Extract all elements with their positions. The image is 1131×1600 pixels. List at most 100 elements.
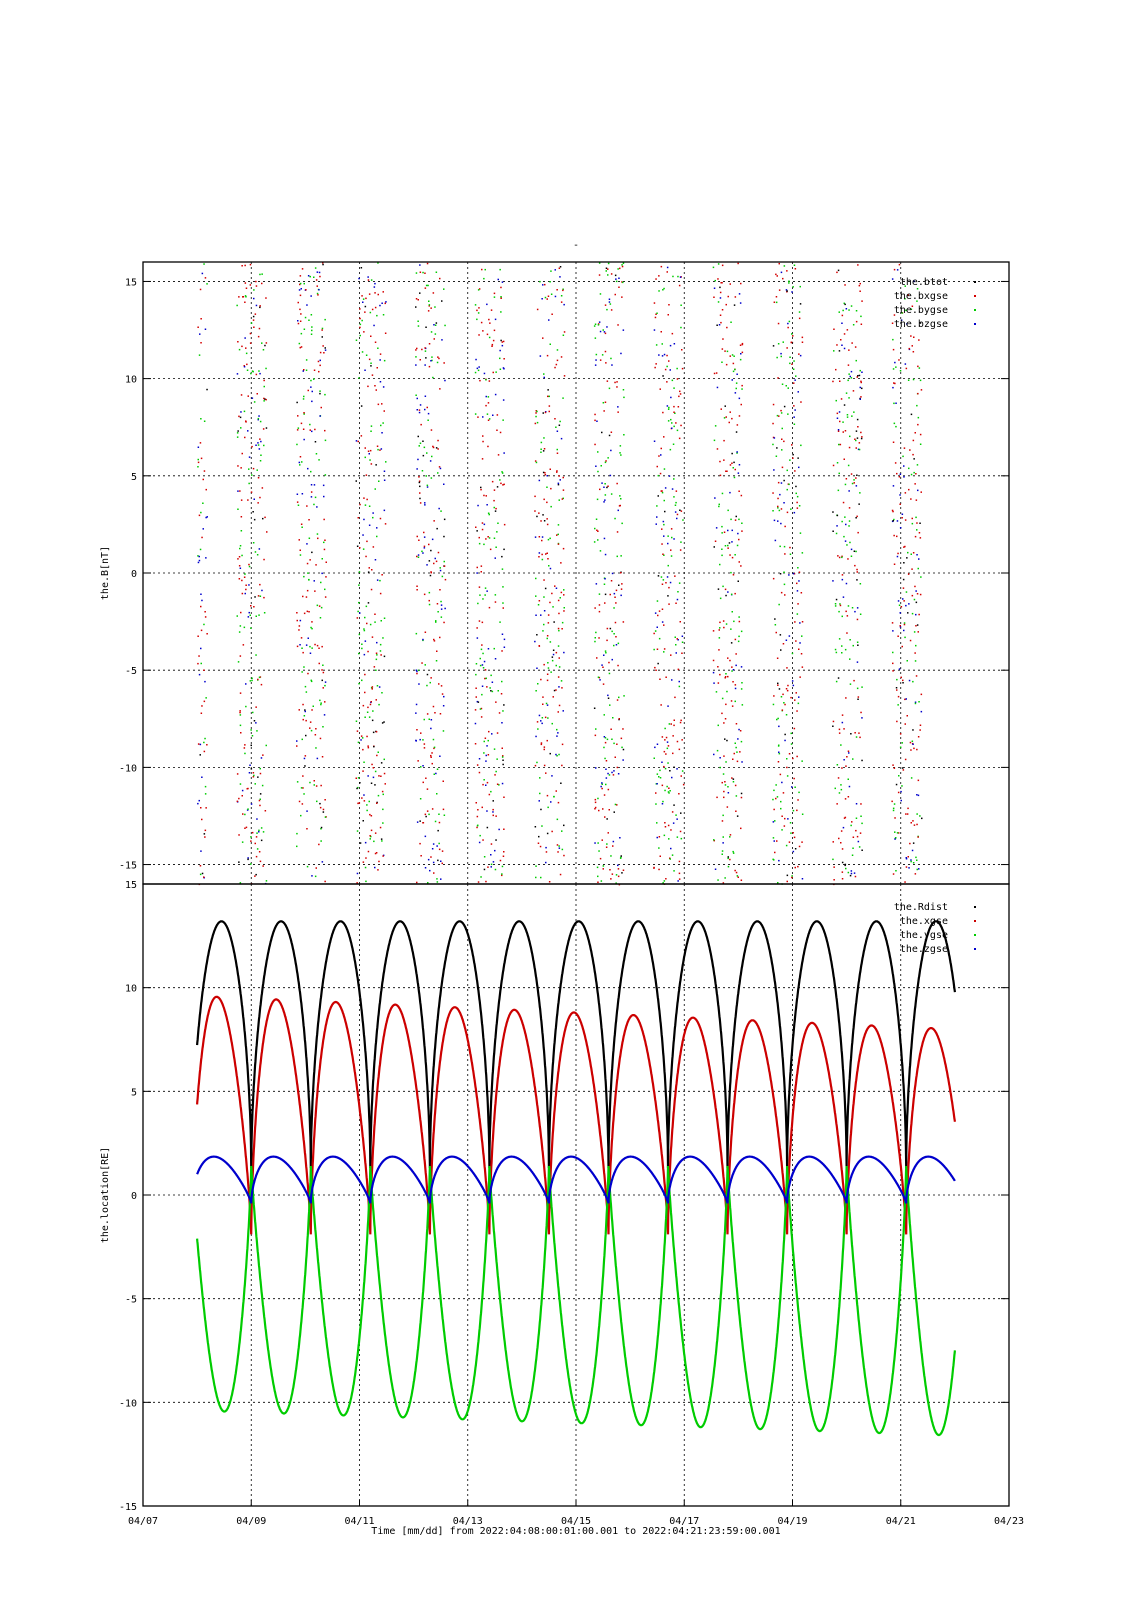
field-point [675, 644, 677, 646]
field-point [474, 709, 477, 711]
field-point [717, 724, 719, 727]
field-point [438, 813, 440, 815]
field-point [488, 336, 491, 339]
field-point [198, 354, 201, 356]
field-point [431, 752, 433, 754]
field-point [439, 589, 441, 591]
field-point [537, 683, 539, 685]
field-point [443, 535, 445, 538]
field-point [426, 452, 428, 454]
field-point [780, 800, 782, 803]
field-point [610, 449, 612, 452]
field-point [794, 379, 796, 381]
field-point [622, 389, 625, 391]
field-point [722, 338, 724, 340]
field-point [239, 783, 242, 785]
field-point [790, 696, 792, 699]
field-point [789, 553, 792, 555]
field-point [655, 344, 658, 346]
field-point [854, 564, 856, 567]
field-point [835, 651, 838, 654]
field-point [659, 388, 661, 390]
field-point [487, 866, 489, 868]
field-point [304, 316, 307, 319]
field-point [843, 817, 846, 819]
field-point [361, 351, 364, 353]
field-point [240, 467, 242, 469]
field-point [781, 466, 784, 469]
field-point [665, 582, 667, 584]
field-point [376, 314, 378, 317]
field-point [251, 679, 253, 682]
field-point [549, 752, 551, 755]
field-point [363, 497, 365, 499]
field-point [379, 592, 382, 595]
field-point [417, 669, 420, 672]
field-point [493, 296, 496, 298]
field-point [300, 637, 303, 639]
field-point [322, 726, 324, 728]
field-point [556, 448, 558, 451]
field-point [666, 785, 668, 788]
field-point [487, 512, 490, 514]
field-point [316, 757, 319, 760]
field-point [914, 702, 917, 705]
field-point [654, 316, 657, 319]
field-point [256, 818, 258, 820]
field-point [432, 445, 434, 448]
field-point [238, 348, 241, 351]
field-point [779, 493, 781, 496]
field-point [304, 685, 307, 688]
field-point [725, 623, 728, 625]
field-point [503, 704, 505, 706]
field-point [359, 547, 361, 549]
field-point [616, 804, 618, 806]
field-point [435, 271, 438, 273]
field-point [248, 772, 251, 774]
field-point [383, 772, 386, 775]
field-point [727, 865, 730, 868]
field-point [375, 464, 377, 466]
field-point [856, 437, 859, 439]
field-point [374, 559, 377, 561]
field-point [655, 669, 657, 671]
field-point [919, 379, 922, 382]
field-point [369, 311, 372, 314]
field-point [558, 847, 561, 849]
field-point [789, 822, 792, 824]
field-point [503, 452, 505, 454]
field-point [673, 804, 675, 806]
field-point [200, 342, 202, 344]
field-point [777, 717, 779, 720]
field-point [734, 742, 736, 744]
field-point [898, 476, 901, 478]
field-point [918, 701, 920, 703]
field-point [857, 448, 860, 451]
field-point [594, 798, 597, 801]
field-point [420, 766, 422, 768]
field-point [357, 741, 360, 744]
field-point [299, 320, 302, 322]
field-point [205, 807, 207, 809]
field-point [423, 536, 426, 538]
field-point [674, 504, 677, 506]
field-point [444, 578, 447, 581]
field-point [438, 848, 441, 851]
field-point [672, 752, 674, 755]
field-point [427, 284, 429, 287]
field-point [732, 574, 735, 576]
field-point [606, 843, 608, 845]
field-point [601, 482, 603, 484]
field-point [424, 504, 426, 506]
field-point [857, 696, 860, 698]
field-point [777, 682, 779, 685]
field-point [663, 554, 665, 556]
field-point [201, 776, 203, 778]
field-point [201, 599, 203, 602]
field-point [252, 772, 255, 774]
field-point [476, 572, 478, 574]
field-point [899, 612, 901, 614]
field-point [238, 797, 240, 800]
field-point [900, 319, 903, 321]
field-point [782, 277, 784, 280]
